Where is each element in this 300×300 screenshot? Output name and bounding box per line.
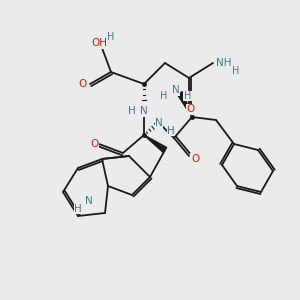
Text: OH: OH	[91, 38, 107, 49]
Text: N: N	[85, 196, 92, 206]
Text: O: O	[90, 139, 99, 149]
Text: H: H	[107, 32, 115, 43]
Text: N: N	[155, 118, 163, 128]
Text: H: H	[232, 65, 239, 76]
Text: NH: NH	[216, 58, 231, 68]
Text: H: H	[128, 106, 136, 116]
Text: N: N	[140, 106, 148, 116]
Polygon shape	[177, 92, 192, 117]
Text: H: H	[167, 125, 175, 136]
Text: N: N	[172, 85, 179, 95]
Text: H: H	[184, 91, 191, 101]
Text: H: H	[74, 203, 82, 214]
Text: O: O	[78, 79, 87, 89]
Text: H: H	[160, 91, 167, 101]
Text: O: O	[186, 104, 195, 115]
Text: O: O	[191, 154, 199, 164]
Polygon shape	[144, 135, 167, 152]
